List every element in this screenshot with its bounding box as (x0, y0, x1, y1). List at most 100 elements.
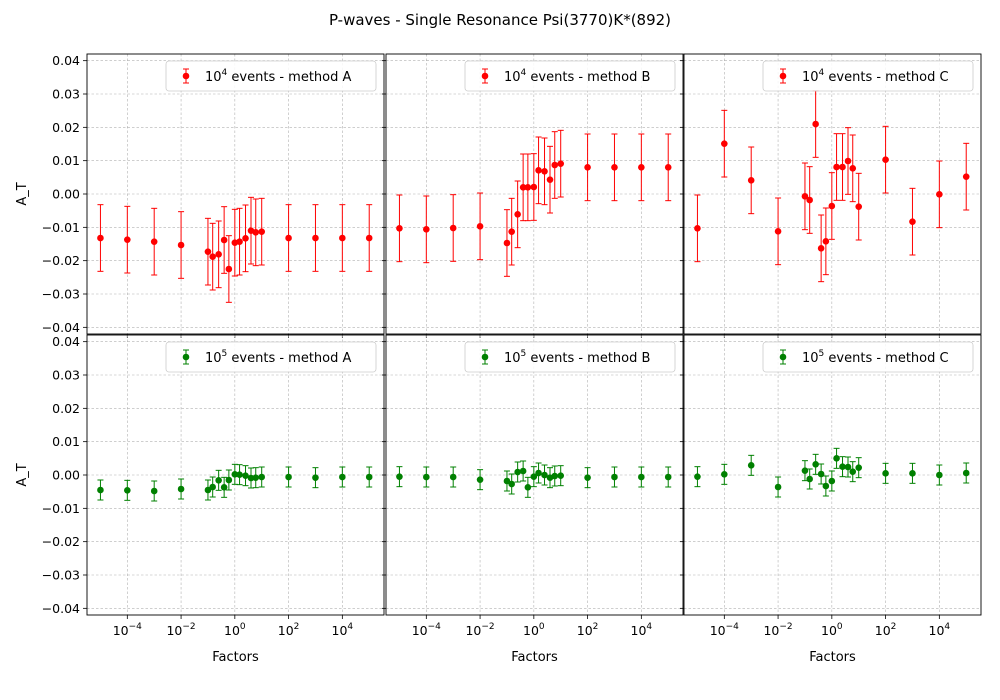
data-point (962, 469, 970, 477)
data-point (584, 164, 591, 171)
axes-frame (683, 53, 982, 335)
data-point (258, 228, 266, 235)
data-point (882, 156, 889, 163)
data-point (312, 234, 319, 242)
data-point (822, 238, 830, 245)
data-point (721, 140, 728, 147)
x-axis-label: Factors (511, 650, 558, 665)
data-point (817, 470, 825, 478)
legend-marker-point (779, 353, 787, 361)
data-point (236, 471, 243, 478)
x-tick-label: 102 (875, 622, 897, 638)
y-axis-label: A_T (15, 182, 30, 205)
legend-label: 104 events - method B (504, 68, 650, 85)
legend-label: 105 events - method C (802, 349, 949, 366)
data-point (936, 191, 943, 198)
legend-box (165, 60, 377, 92)
y-tick-label: 0.00 (52, 468, 80, 483)
panel-top-left: 0.04 0.03 0.02 0.01 0.00 −0.01 −0.02 −0.03 −0.04… (15, 53, 385, 338)
data-point (882, 470, 889, 477)
y-axis-label: A_T (15, 463, 30, 486)
data-point (285, 473, 292, 481)
x-tick-label: 100 (224, 622, 246, 638)
y-tick-label: 0.03 (52, 87, 80, 102)
data-point (242, 472, 249, 479)
y-tick-label: −0.04 (42, 601, 80, 616)
data-point (611, 473, 618, 481)
data-point (557, 160, 565, 167)
y-tick-label: 0.00 (52, 187, 80, 202)
x-tick-label: 10−2 (166, 622, 195, 638)
data-point (204, 248, 212, 255)
y-tick-label: 0.04 (52, 334, 80, 349)
data-point (530, 183, 538, 191)
data-point (584, 474, 591, 481)
data-point (423, 226, 430, 233)
data-point (449, 224, 457, 232)
y-tick-label: 0.01 (52, 434, 80, 449)
legend-marker-point (481, 353, 489, 361)
data-point (774, 483, 782, 491)
x-axis-label: Factors (809, 650, 856, 665)
data-point (225, 265, 233, 273)
data-point (936, 471, 943, 479)
data-point (524, 484, 532, 491)
data-point (801, 467, 809, 474)
panel-top-right: 104 events - method C (680, 53, 982, 338)
data-point (124, 487, 131, 494)
data-point (524, 184, 532, 191)
data-point (909, 470, 916, 477)
legend: 105 events - method B (464, 341, 676, 373)
y-tick-label: −0.02 (42, 534, 80, 549)
data-point (806, 475, 813, 483)
data-point (365, 473, 373, 481)
data-point (833, 455, 840, 462)
x-tick-label: 100 (821, 622, 843, 638)
data-point (747, 177, 755, 184)
legend: 104 events - method A (165, 60, 377, 92)
data-point (822, 482, 830, 490)
x-tick-label: 10−2 (763, 622, 792, 638)
y-tick-label: −0.04 (42, 320, 80, 335)
y-tick-label: −0.03 (42, 287, 80, 302)
data-point (747, 462, 755, 469)
legend-label: 104 events - method C (802, 68, 949, 85)
legend-marker-point (779, 72, 787, 80)
x-tick-label: 104 (332, 622, 354, 638)
figure-title: P-waves - Single Resonance Psi(3770)K*(8… (329, 11, 671, 29)
data-point (508, 228, 515, 235)
y-tick-label: 0.01 (52, 153, 80, 168)
data-point (855, 464, 863, 471)
x-tick-label: 102 (278, 622, 300, 638)
data-point (535, 167, 542, 174)
data-point (97, 486, 104, 494)
data-point (839, 163, 846, 171)
y-tick-label: −0.02 (42, 253, 80, 268)
legend-box (464, 60, 676, 92)
data-point (812, 461, 819, 468)
data-point (812, 120, 819, 128)
data-point (551, 161, 559, 169)
data-point (806, 196, 813, 204)
x-tick-label: 104 (929, 622, 951, 638)
data-point (774, 228, 782, 235)
x-tick-label: 10−4 (412, 622, 441, 638)
legend-marker-point (182, 72, 190, 80)
panel-bottom-middle: 10−4 10−2 100 102 104 105 events - method B Fa… (382, 334, 684, 665)
legend-marker-point (481, 72, 489, 80)
data-point (177, 485, 185, 493)
data-point (97, 234, 104, 242)
data-point (365, 234, 373, 242)
data-point (557, 472, 565, 479)
data-point (177, 241, 185, 249)
data-point (962, 173, 970, 180)
data-point (519, 467, 527, 475)
data-point (694, 225, 701, 232)
data-point (124, 236, 131, 243)
data-point (339, 234, 346, 242)
data-point (220, 236, 228, 244)
data-point (209, 483, 216, 491)
data-point (721, 471, 728, 478)
data-point (252, 474, 260, 481)
x-tick-label: 102 (577, 622, 599, 638)
